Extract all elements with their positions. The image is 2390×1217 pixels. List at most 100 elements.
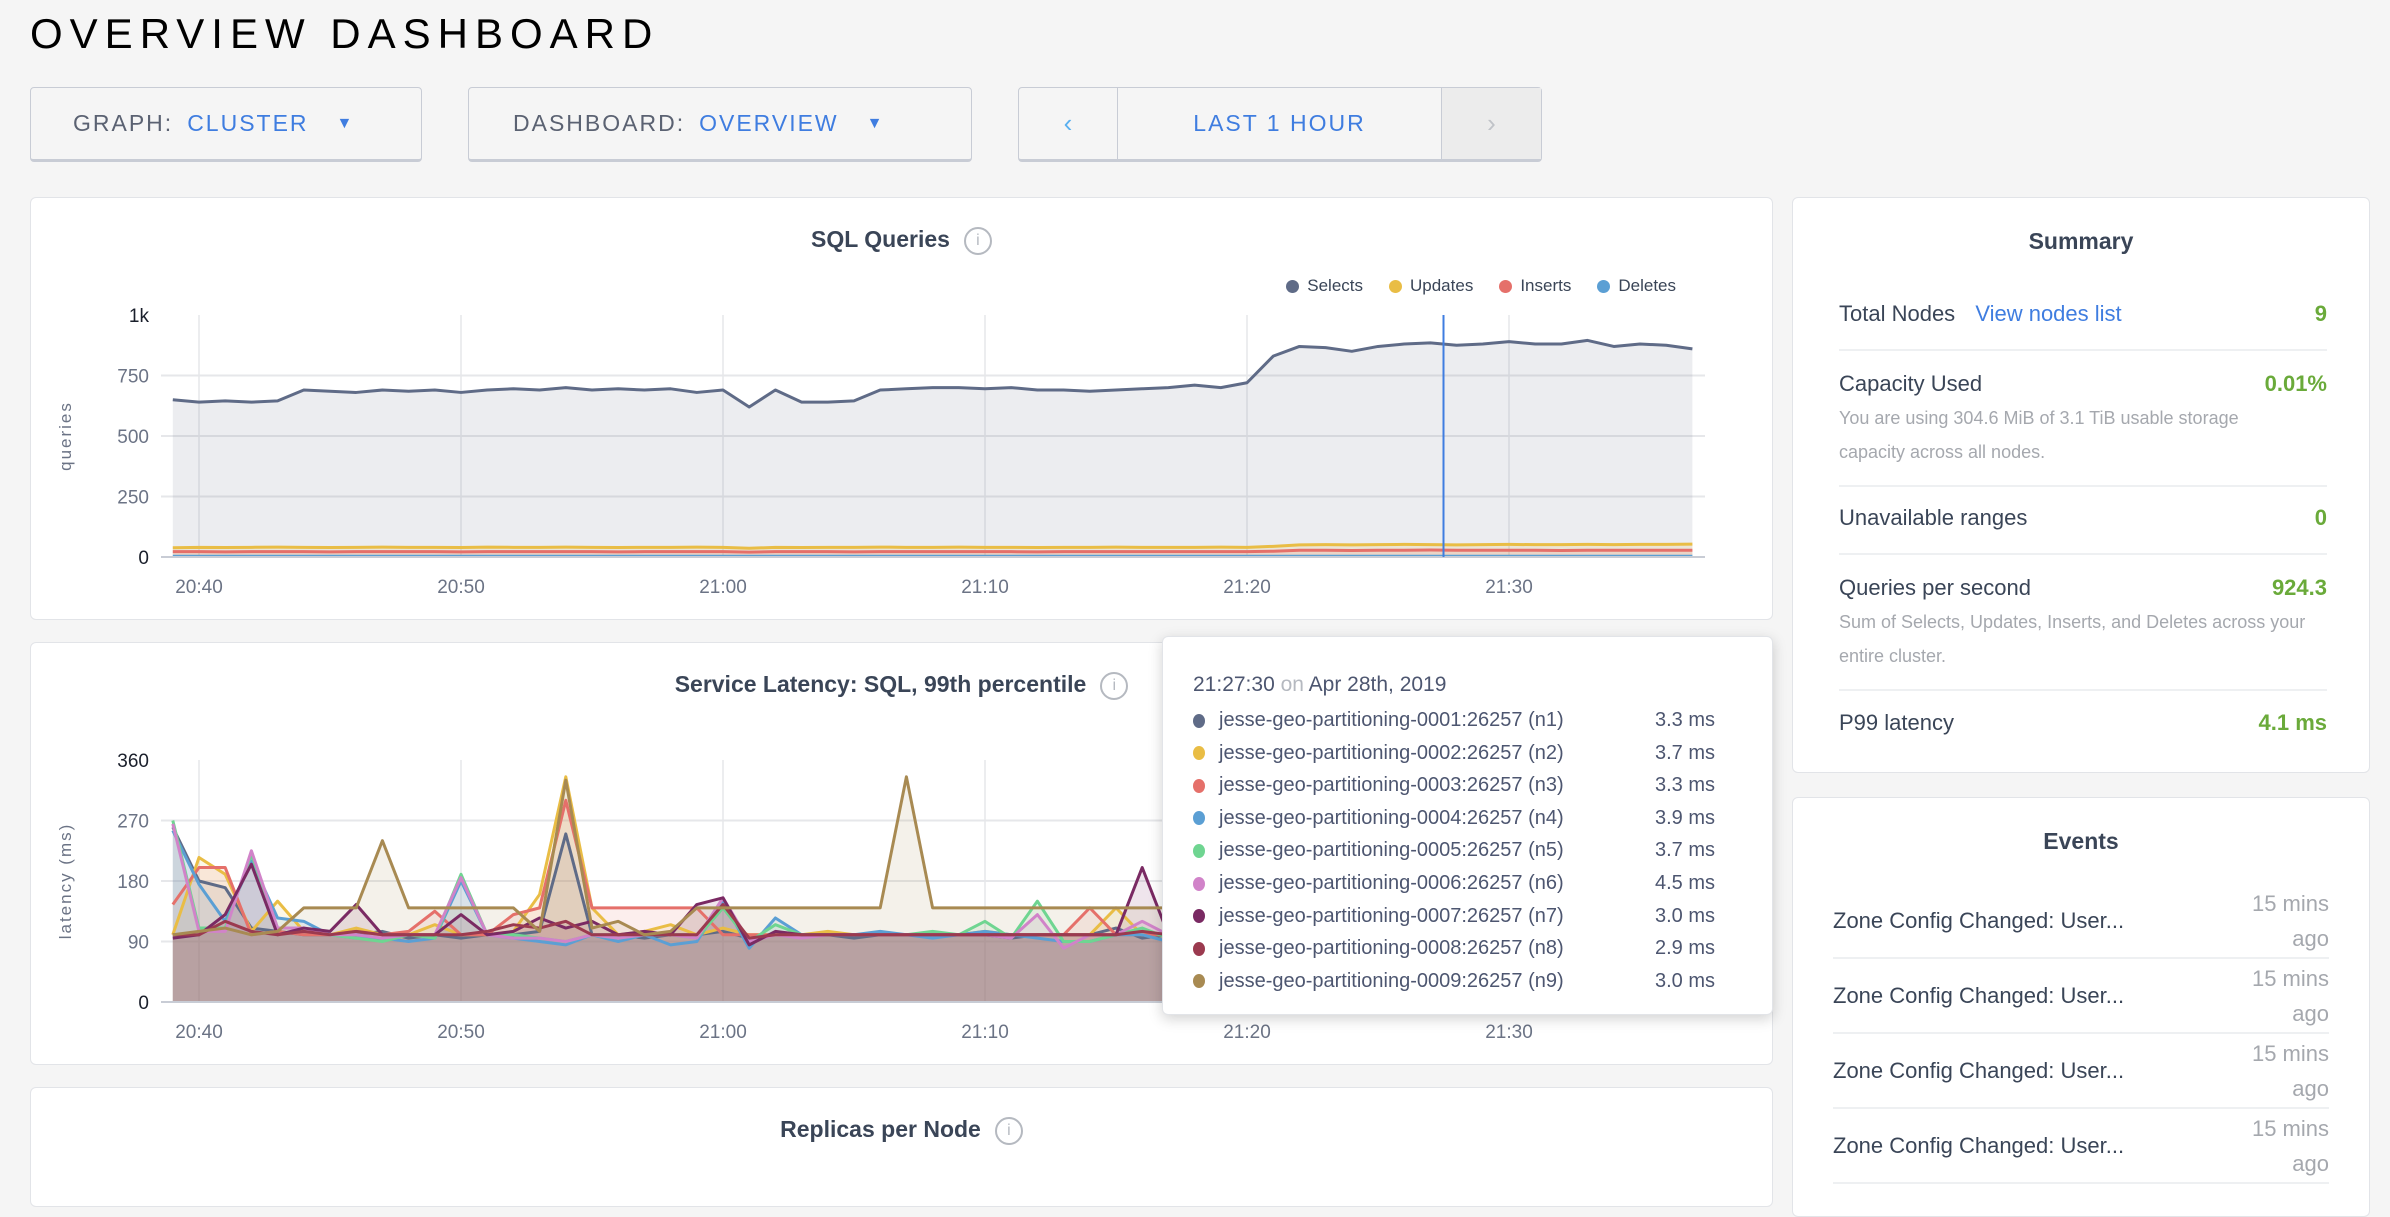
event-item[interactable]: Zone Config Changed: User... 15 mins ago <box>1833 961 2329 1034</box>
replicas-title: Replicas per Node <box>780 1116 981 1142</box>
y-tick-label: 1k <box>129 306 150 327</box>
tooltip-row: jesse-geo-partitioning-0007:26257 (n7) 3.… <box>1193 904 1715 928</box>
tooltip-node-value: 3.0 ms <box>1655 969 1716 992</box>
sql-queries-title: SQL Queries <box>811 226 950 252</box>
series-area-n3 <box>172 800 1693 1002</box>
next-time-button[interactable]: › <box>1441 88 1541 159</box>
qps-value: 924.3 <box>2271 575 2327 600</box>
tooltip-node-name: jesse-geo-partitioning-0009:26257 (n9) <box>1219 969 1564 992</box>
y-axis-label: queries <box>56 401 75 471</box>
tooltip-node-name: jesse-geo-partitioning-0002:26257 (n2) <box>1219 741 1564 764</box>
y-tick-label: 0 <box>138 548 149 569</box>
tooltip-node-name: jesse-geo-partitioning-0007:26257 (n7) <box>1219 904 1564 927</box>
tooltip-row: jesse-geo-partitioning-0003:26257 (n3) 3.… <box>1193 774 1715 797</box>
legend-item[interactable]: Inserts <box>1499 276 1571 296</box>
total-nodes-value: 9 <box>2314 301 2327 326</box>
tooltip-row: jesse-geo-partitioning-0002:26257 (n2) 3.… <box>1193 741 1715 765</box>
event-text: Zone Config Changed: User... <box>1833 983 2125 1008</box>
x-tick-label: 21:20 <box>1223 577 1271 598</box>
total-nodes-row: Total Nodes View nodes list 9 <box>1839 301 2327 327</box>
tooltip-header: 21:27:30 on Apr 28th, 2019 <box>1193 673 1446 697</box>
divider <box>1839 553 2327 555</box>
x-tick-label: 20:40 <box>175 1022 223 1043</box>
legend-item[interactable]: Deletes <box>1597 276 1676 296</box>
tooltip-date: Apr 28th, 2019 <box>1308 673 1447 696</box>
page-title: OVERVIEW DASHBOARD <box>30 10 660 57</box>
event-text: Zone Config Changed: User... <box>1833 1058 2125 1083</box>
event-item[interactable]: Zone Config Changed: User... 15 mins ago <box>1833 1111 2329 1184</box>
divider <box>1839 689 2327 691</box>
event-time: 15 mins ago <box>2251 891 2329 951</box>
unavailable-value: 0 <box>2314 505 2327 530</box>
info-icon[interactable]: i <box>994 1116 1023 1145</box>
legend-dot-icon <box>1286 280 1300 294</box>
tooltip-node-name: jesse-geo-partitioning-0001:26257 (n1) <box>1219 709 1564 731</box>
event-time: 15 mins ago <box>2251 1116 2329 1176</box>
tooltip-node-value: 3.3 ms <box>1655 774 1716 797</box>
series-area-n2 <box>172 776 1693 1002</box>
series-dot-icon <box>1193 713 1205 728</box>
events-panel: Events Zone Config Changed: User... 15 mi… <box>1792 797 2370 1217</box>
divider <box>1839 485 2327 487</box>
tooltip-row: jesse-geo-partitioning-0001:26257 (n1) 3.… <box>1193 709 1715 732</box>
graph-dropdown[interactable]: GRAPH: CLUSTER ▼ <box>30 87 422 162</box>
legend-item[interactable]: Updates <box>1389 276 1473 296</box>
p99-label: P99 latency <box>1839 710 1954 735</box>
tooltip-node-name: jesse-geo-partitioning-0008:26257 (n8) <box>1219 937 1564 960</box>
series-dot-icon <box>1193 746 1205 761</box>
legend-dot-icon <box>1389 280 1402 294</box>
legend-label: Updates <box>1410 276 1474 295</box>
event-text: Zone Config Changed: User... <box>1833 1133 2125 1158</box>
p99-value: 4.1 ms <box>2258 710 2328 735</box>
tooltip-row: jesse-geo-partitioning-0008:26257 (n8) 2.… <box>1193 937 1715 960</box>
tooltip-node-name: jesse-geo-partitioning-0003:26257 (n3) <box>1219 774 1564 797</box>
dashboard-value: OVERVIEW <box>699 110 839 136</box>
y-tick-label: 750 <box>117 367 149 388</box>
time-range-button[interactable]: LAST 1 HOUR <box>1193 110 1366 136</box>
y-tick-label: 90 <box>128 933 149 954</box>
tooltip-node-value: 3.7 ms <box>1655 741 1716 764</box>
series-dot-icon <box>1193 941 1205 956</box>
series-line-updates <box>172 542 1693 550</box>
series-line-inserts <box>172 548 1693 554</box>
graph-label: GRAPH: <box>73 110 174 136</box>
x-tick-label: 20:50 <box>437 1022 485 1043</box>
tooltip-row: jesse-geo-partitioning-0005:26257 (n5) 3.… <box>1193 839 1715 862</box>
y-tick-label: 500 <box>117 427 149 448</box>
unavailable-label: Unavailable ranges <box>1839 505 2028 530</box>
series-area-n5 <box>172 820 1693 1002</box>
x-tick-label: 21:10 <box>961 577 1009 598</box>
x-tick-label: 21:00 <box>699 577 747 598</box>
tooltip-node-value: 3.3 ms <box>1655 709 1716 731</box>
qps-label: Queries per second <box>1839 575 2031 600</box>
capacity-row: Capacity Used 0.01% You are using 304.6 … <box>1839 371 2327 469</box>
y-tick-label: 0 <box>138 993 149 1014</box>
tooltip-row: jesse-geo-partitioning-0004:26257 (n4) 3.… <box>1193 807 1715 830</box>
graph-value: CLUSTER <box>187 110 309 136</box>
info-icon[interactable]: i <box>963 226 992 255</box>
p99-row: P99 latency 4.1 ms <box>1839 710 2327 736</box>
event-item[interactable]: Zone Config Changed: User... 15 mins ago <box>1833 1036 2329 1109</box>
x-tick-label: 21:30 <box>1485 577 1533 598</box>
event-item[interactable]: Zone Config Changed: User... 15 mins ago <box>1833 886 2329 959</box>
tooltip-time: 21:27:30 <box>1193 673 1275 696</box>
tooltip-row: jesse-geo-partitioning-0006:26257 (n6) 4.… <box>1193 872 1715 895</box>
view-nodes-link[interactable]: View nodes list <box>1975 301 2122 326</box>
series-dot-icon <box>1193 974 1205 989</box>
replicas-panel: Replicas per Node i <box>30 1087 1773 1207</box>
prev-time-button[interactable]: ‹ <box>1019 88 1118 159</box>
tooltip-node-value: 4.5 ms <box>1655 872 1716 894</box>
series-dot-icon <box>1193 843 1205 858</box>
caret-down-icon: ▼ <box>866 114 885 132</box>
legend-label: Inserts <box>1520 276 1572 295</box>
tooltip-node-value: 2.9 ms <box>1655 937 1716 960</box>
tooltip-node-value: 3.7 ms <box>1655 839 1716 862</box>
legend-item[interactable]: Selects <box>1286 276 1363 296</box>
series-dot-icon <box>1193 909 1205 924</box>
y-tick-label: 180 <box>117 872 149 893</box>
dashboard-dropdown[interactable]: DASHBOARD: OVERVIEW ▼ <box>468 87 972 162</box>
qps-row: Queries per second 924.3 Sum of Selects,… <box>1839 575 2327 673</box>
y-tick-label: 250 <box>117 488 149 509</box>
tooltip-row: jesse-geo-partitioning-0009:26257 (n9) 3.… <box>1193 969 1715 993</box>
info-icon[interactable]: i <box>1100 671 1129 700</box>
